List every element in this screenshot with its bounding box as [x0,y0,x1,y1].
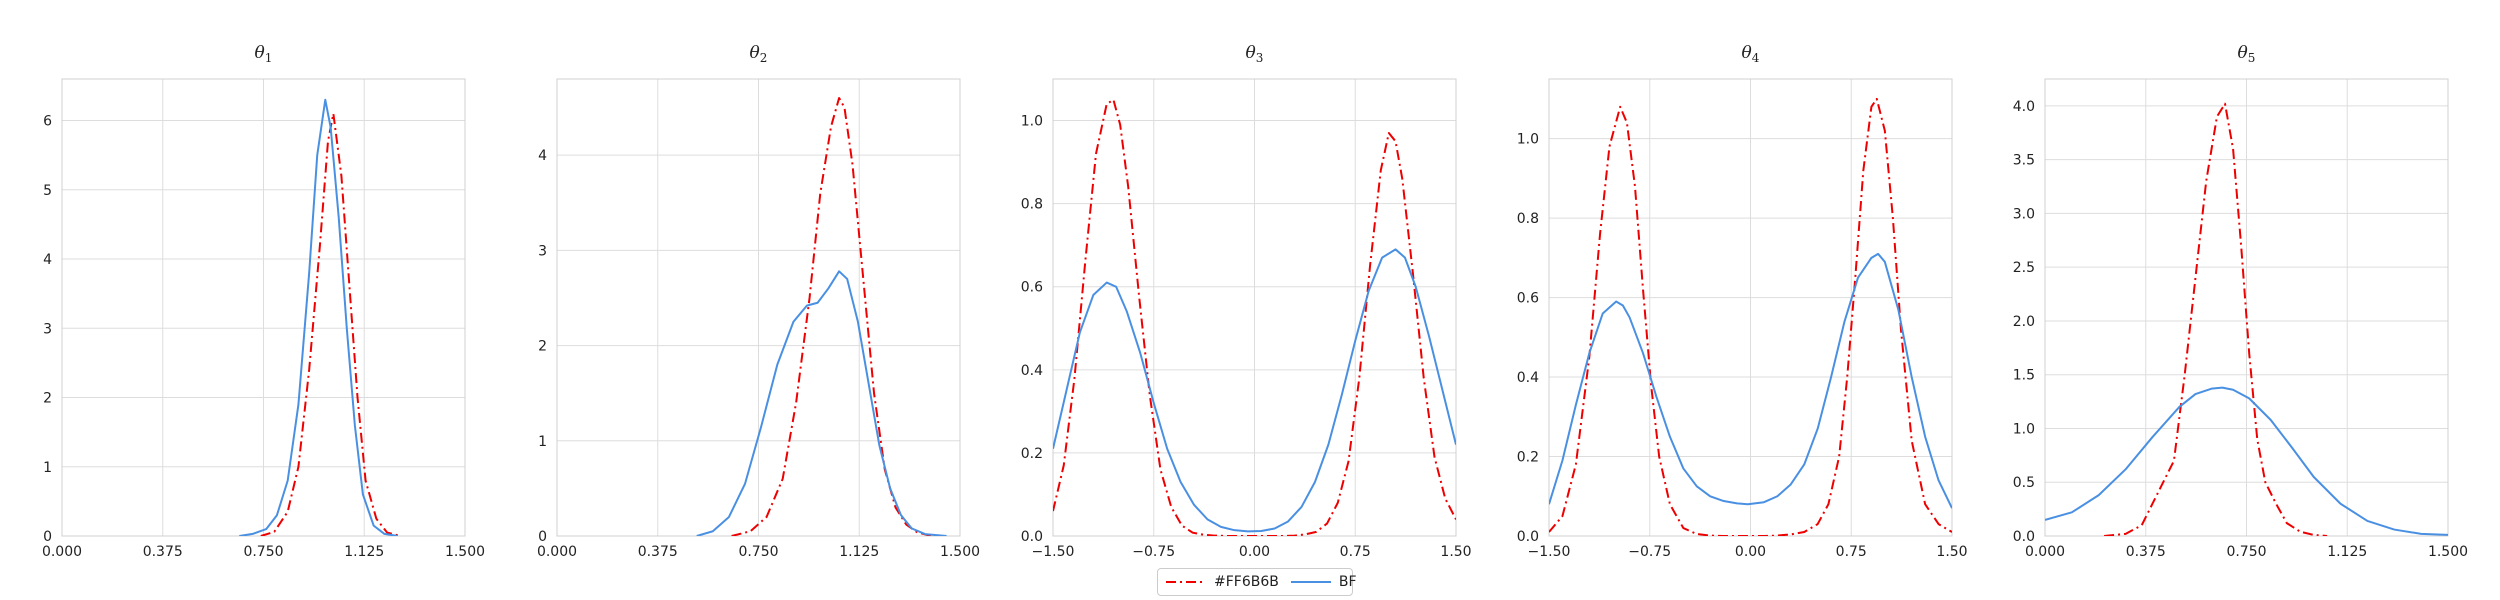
x-tick-label: 1.125 [2327,544,2367,560]
series-line-ff6b6b [1053,98,1456,536]
x-tick-label: 1.500 [445,544,485,560]
x-tick-label: 0.000 [42,544,82,560]
y-tick-label: 4.0 [2013,99,2035,115]
y-tick-label: 5 [43,183,52,199]
x-tick-label: 1.500 [2428,544,2468,560]
x-tick-label: 0.750 [738,544,778,560]
y-tick-label: 2 [43,391,52,407]
y-tick-label: 3 [43,321,52,337]
series-line-bf [696,270,947,536]
subplot-title: θ5 [2238,43,2256,65]
y-tick-label: 0.0 [1517,529,1539,545]
legend: #FF6B6B BF [1157,568,1357,596]
series-line-bf [1549,252,1952,509]
series-line-ff6b6b [2104,102,2328,536]
subplot-5: 0.000 0.375 0.750 1.125 1.500 0.0 0.5 1.0 1.5 2.0… [2013,43,2468,560]
x-tick-label: 0.00 [1735,544,1766,560]
y-tick-label: 1.0 [1021,114,1043,130]
subplot-title-subscript: 5 [2248,51,2256,65]
y-tick-label: 0.8 [1517,211,1539,227]
y-tick-label: 0.0 [2013,529,2035,545]
y-tick-label: 2.5 [2013,260,2035,276]
subplot-title: θ3 [1246,43,1264,65]
x-tick-label: 0.000 [537,544,577,560]
x-tick-label: 0.375 [143,544,183,560]
y-tick-label: 0.6 [1021,280,1043,296]
series-line-bf [1053,248,1456,533]
y-tick-label: 3.5 [2013,153,2035,169]
subplot-title: θ1 [255,43,273,65]
y-tick-label: 0.2 [1021,446,1043,462]
axes-frame [2044,78,2449,537]
y-tick-label: 1.0 [1517,132,1539,148]
y-tick-label: 0.4 [1517,370,1539,386]
y-tick-label: 6 [43,114,52,130]
x-tick-label: 1.125 [344,544,384,560]
y-tick-label: 0.6 [1517,291,1539,307]
subplot-4: −1.50 −0.75 0.00 0.75 1.50 0.0 0.2 0.4 0.6 0.8 1.0… [1517,43,1968,560]
subplot-title-subscript: 2 [760,51,768,65]
legend-item-bf: BF [1290,574,1357,590]
subplot-title-base: θ [1742,43,1752,63]
y-tick-label: 4 [43,252,52,268]
subplot-title-base: θ [255,43,265,63]
y-tick-label: 0 [538,529,547,545]
x-tick-label: −1.50 [1528,544,1571,560]
x-tick-label: 1.50 [1936,544,1967,560]
x-tick-label: 0.750 [2226,544,2266,560]
x-tick-label: 0.75 [1836,544,1867,560]
legend-label-bf: BF [1338,574,1357,590]
x-tick-label: 1.500 [940,544,980,560]
subplot-title-subscript: 4 [1752,51,1760,65]
x-tick-label: −1.50 [1032,544,1075,560]
y-tick-label: 3 [538,243,547,259]
y-tick-label: 4 [538,148,547,164]
series-line-bf [2045,386,2448,536]
y-tick-label: 0.5 [2013,475,2035,491]
subplot-title-base: θ [750,43,760,63]
x-tick-label: 0.375 [2126,544,2166,560]
y-tick-label: 0 [43,529,52,545]
axes-frame [556,78,961,537]
axes-frame [1548,78,1953,537]
x-tick-label: 1.50 [1440,544,1471,560]
series-line-ff6b6b [260,112,401,536]
x-tick-label: 0.75 [1340,544,1371,560]
x-tick-label: 0.375 [638,544,678,560]
subplot-title-subscript: 1 [265,51,273,65]
subplot-title-base: θ [1246,43,1256,63]
series-line-ff6b6b [731,97,939,536]
x-tick-label: 1.125 [839,544,879,560]
subplot-title-subscript: 3 [1256,51,1264,65]
y-tick-label: 0.0 [1021,529,1043,545]
subplot-title-base: θ [2238,43,2248,63]
y-tick-label: 1.0 [2013,421,2035,437]
subplot-title: θ2 [750,43,768,65]
y-tick-label: 2 [538,339,547,355]
x-tick-label: 0.00 [1239,544,1270,560]
y-tick-label: 1 [43,460,52,476]
legend-item-ff6b6b: #FF6B6B [1166,574,1279,590]
y-tick-label: 0.2 [1517,450,1539,466]
y-tick-label: 1 [538,434,547,450]
y-tick-label: 0.8 [1021,197,1043,213]
y-tick-label: 0.4 [1021,363,1043,379]
series-line-ff6b6b [1549,97,1952,536]
legend-swatch-bf [1290,581,1331,583]
x-tick-label: −0.75 [1132,544,1175,560]
series-line-bf [239,98,398,536]
subplot-title: θ4 [1742,43,1760,65]
legend-label-ff6b6b: #FF6B6B [1214,574,1279,590]
legend-swatch-ff6b6b [1166,581,1206,583]
y-tick-label: 2.0 [2013,314,2035,330]
y-tick-label: 1.5 [2013,368,2035,384]
x-tick-label: 0.750 [243,544,283,560]
x-tick-label: −0.75 [1628,544,1671,560]
y-tick-label: 3.0 [2013,206,2035,222]
x-tick-label: 0.000 [2025,544,2065,560]
subplot-3: −1.50 −0.75 0.00 0.75 1.50 0.0 0.2 0.4 0.6 0.8 1.0… [1021,43,1472,560]
